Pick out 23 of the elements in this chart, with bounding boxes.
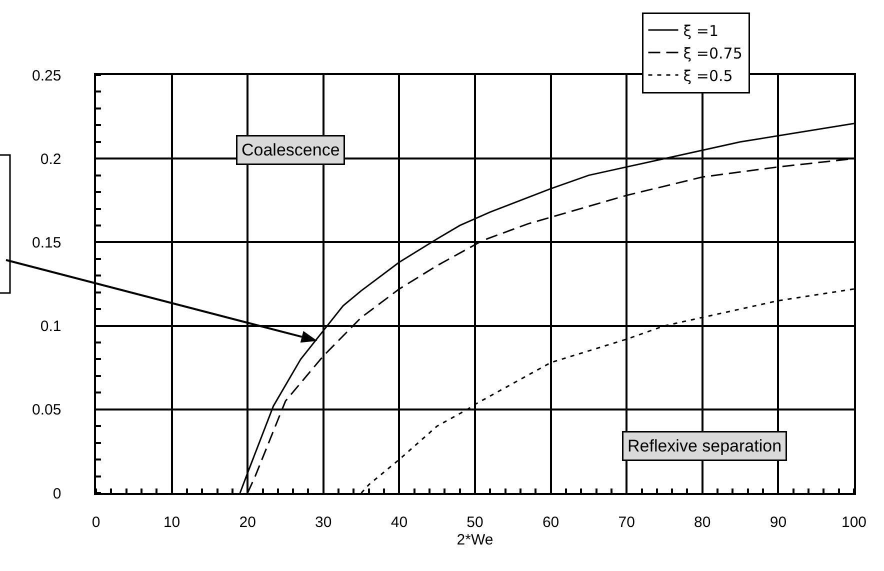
x-tick-label: 70 <box>618 514 635 531</box>
x-tick-label: 20 <box>239 514 256 531</box>
x-tick-label: 60 <box>542 514 560 531</box>
annotation: Reflexive separation <box>628 436 782 456</box>
legend-label: ξ =0.75 <box>683 44 742 62</box>
y-tick-label: 0 <box>52 485 62 502</box>
y-tick-label: 0.05 <box>32 402 62 419</box>
x-tick-label: 50 <box>466 514 484 531</box>
x-tick-label: 80 <box>694 514 711 531</box>
legend-label: ξ =0.5 <box>683 66 733 85</box>
x-tick-label: 30 <box>315 514 332 531</box>
x-tick-label: 100 <box>841 514 867 531</box>
y-tick-label: 0.2 <box>40 150 62 168</box>
y-tick-label: 0.1 <box>40 318 62 336</box>
annotation: Coalescence <box>242 140 340 160</box>
x-tick-label: 0 <box>92 514 100 531</box>
x-tick-label: 90 <box>770 514 787 531</box>
legend-label: ξ =1 <box>683 22 719 40</box>
y-tick-label: 0.25 <box>32 67 62 84</box>
x-tick-label: 10 <box>163 514 180 531</box>
y-tick-label: 0.15 <box>32 234 62 252</box>
x-axis-title: 2*We <box>456 531 494 548</box>
x-tick-label: 40 <box>390 514 408 531</box>
